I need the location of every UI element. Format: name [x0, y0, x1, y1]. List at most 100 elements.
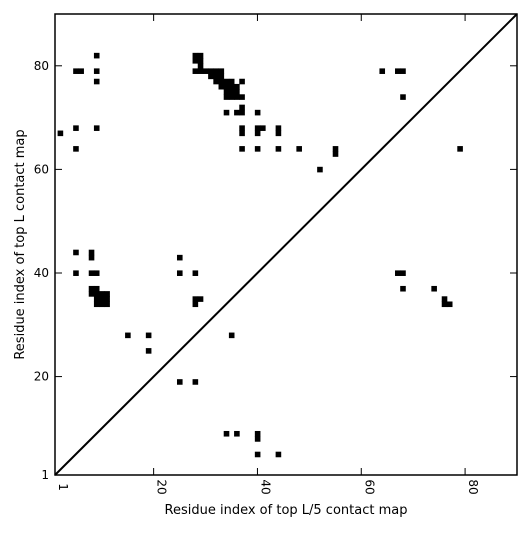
contact-cell-upper	[400, 68, 406, 74]
y-tick-label: 40	[34, 266, 49, 280]
contact-cell-lower	[176, 270, 183, 276]
contact-cell-upper	[296, 146, 302, 152]
x-tick-label: 20	[155, 479, 169, 494]
ticks-layer: 1 20 40 60 80 1 20 40 60 80	[34, 14, 517, 495]
contact-cell-upper	[73, 68, 79, 74]
y-tick-label: 60	[34, 162, 49, 176]
contact-cell-lower	[73, 270, 79, 276]
x-tick-label: 1	[56, 483, 70, 491]
contact-cell-lower	[192, 301, 199, 308]
contact-cell-upper	[332, 151, 339, 157]
contact-cell-upper	[93, 52, 100, 59]
contacts-layer	[57, 52, 463, 458]
contact-cell-lower	[99, 291, 105, 297]
contact-cell-upper	[254, 146, 261, 152]
contact-cell-lower	[93, 301, 100, 308]
contact-cell-lower	[176, 379, 183, 385]
contact-cell-upper	[234, 83, 240, 90]
contact-cell-upper	[223, 94, 230, 100]
contact-cell-lower	[88, 254, 95, 261]
contact-cell-upper	[254, 125, 261, 131]
contact-cell-lower	[104, 296, 110, 302]
contact-cell-lower	[254, 451, 261, 458]
contact-cell-upper	[275, 130, 282, 137]
contact-cell-upper	[93, 125, 100, 131]
contact-cell-lower	[197, 296, 204, 302]
y-tick-label: 80	[34, 59, 49, 73]
contact-cell-lower	[93, 296, 100, 302]
contact-cell-upper	[223, 78, 230, 85]
contact-cell-lower	[395, 270, 401, 276]
contact-cell-lower	[176, 254, 183, 261]
contact-cell-upper	[228, 83, 235, 90]
contact-cell-upper	[218, 83, 225, 90]
contact-cell-lower	[400, 285, 406, 292]
contact-cell-upper	[93, 78, 100, 85]
x-tick-label: 40	[258, 479, 272, 494]
contact-cell-lower	[145, 332, 152, 339]
contact-cell-lower	[104, 291, 110, 297]
contact-cell-upper	[202, 68, 209, 74]
contact-cell-upper	[260, 125, 266, 131]
y-tick-label: 1	[41, 468, 49, 482]
x-tick-label: 60	[362, 479, 376, 494]
contact-cell-upper	[275, 146, 282, 152]
contact-cell-upper	[234, 94, 240, 100]
contact-cell-upper	[254, 130, 261, 137]
contact-cell-upper	[223, 109, 230, 116]
contact-cell-lower	[88, 249, 95, 256]
contact-cell-upper	[332, 146, 339, 152]
contact-cell-upper	[213, 73, 219, 80]
plot-frame	[54, 13, 518, 476]
contact-cell-lower	[192, 270, 199, 276]
contact-cell-upper	[197, 68, 204, 74]
contact-cell-upper	[192, 68, 199, 74]
diagonal-line	[54, 13, 518, 476]
contact-cell-upper	[228, 78, 235, 85]
contact-cell-lower	[254, 430, 261, 437]
contact-cell-lower	[275, 451, 282, 458]
contact-cell-upper	[197, 58, 204, 64]
contact-cell-lower	[228, 332, 235, 339]
contact-cell-lower	[99, 301, 105, 308]
contact-cell-upper	[400, 94, 406, 100]
contact-cell-lower	[104, 301, 110, 308]
contact-cell-upper	[73, 125, 79, 131]
contact-cell-upper	[239, 130, 245, 137]
contact-cell-upper	[228, 89, 235, 95]
contact-cell-upper	[379, 68, 386, 74]
contact-cell-upper	[78, 68, 84, 74]
contact-cell-lower	[192, 379, 199, 385]
contact-cell-upper	[73, 146, 79, 152]
contact-cell-upper	[223, 83, 230, 90]
contact-cell-upper	[57, 130, 64, 137]
contact-cell-upper	[234, 89, 240, 95]
contact-cell-lower	[223, 430, 230, 437]
contact-cell-upper	[213, 68, 219, 74]
contact-cell-upper	[395, 68, 401, 74]
contact-cell-lower	[441, 296, 448, 302]
y-tick-label: 20	[34, 370, 49, 384]
x-tick-label: 80	[466, 479, 480, 494]
contact-cell-lower	[93, 291, 100, 297]
contact-cell-upper	[192, 58, 199, 64]
contact-cell-upper	[317, 166, 323, 173]
contact-cell-upper	[254, 109, 261, 116]
contact-cell-upper	[457, 146, 463, 152]
contact-cell-upper	[239, 109, 245, 116]
contact-cell-upper	[223, 89, 230, 95]
contact-cell-lower	[125, 332, 131, 339]
y-axis-label: Residue index of top L contact map	[13, 129, 28, 359]
contact-cell-upper	[218, 68, 225, 74]
contact-cell-lower	[93, 285, 100, 292]
contact-cell-lower	[234, 430, 240, 437]
contact-cell-upper	[234, 109, 240, 116]
contact-cell-lower	[145, 348, 152, 354]
contact-cell-lower	[73, 249, 79, 256]
contact-cell-lower	[441, 301, 448, 308]
contact-cell-upper	[239, 125, 245, 131]
contact-cell-upper	[192, 52, 199, 59]
contact-cell-upper	[239, 146, 245, 152]
